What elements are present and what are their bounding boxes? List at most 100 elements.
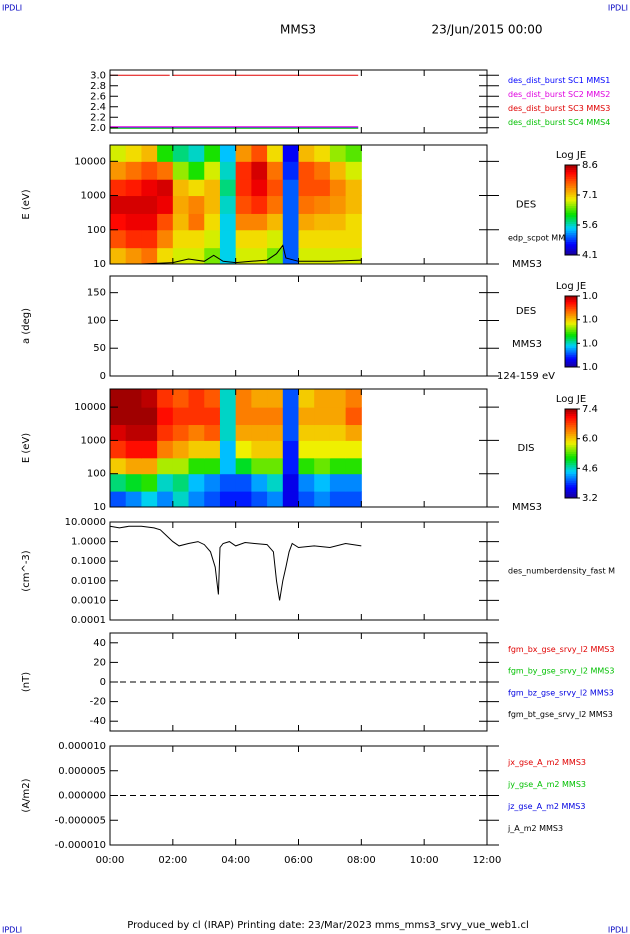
colorbar-strip xyxy=(565,491,577,495)
colorbar-strip xyxy=(565,335,577,338)
colorbar-strip xyxy=(565,230,577,233)
panel-frame xyxy=(109,521,488,621)
spectrogram-cell xyxy=(345,424,362,441)
legend-entry: des_dist_burst SC1 MMS1 xyxy=(508,76,610,85)
spectrogram-cell xyxy=(157,229,174,249)
spectrogram-cell xyxy=(157,247,174,264)
spectrogram-cell xyxy=(267,457,284,475)
y-tick-label: 10 xyxy=(93,502,106,513)
legend-entry: des_dist_burst SC4 MMS4 xyxy=(508,118,610,127)
colorbar-strip xyxy=(565,345,577,348)
colorbar-strip xyxy=(565,455,577,459)
x-tick-label: 08:00 xyxy=(347,855,376,866)
colorbar-strip xyxy=(565,311,577,315)
spectrogram-cell xyxy=(172,161,190,180)
spectrogram-cell xyxy=(125,440,142,459)
colorbar-strip xyxy=(565,464,577,468)
spectrogram-cell xyxy=(188,145,205,162)
colorbar-strip xyxy=(565,241,577,245)
spectrogram-cell xyxy=(110,145,127,162)
colorbar-tick-label: 5.6 xyxy=(582,220,598,231)
spectrogram-cell xyxy=(125,424,142,441)
colorbar-label: Log JE xyxy=(556,281,586,292)
spectrogram-cell xyxy=(298,195,315,214)
colorbar-strip xyxy=(565,322,577,325)
spectrogram-cell xyxy=(125,473,142,492)
spectrogram-cell xyxy=(219,145,237,162)
spectrogram-cell xyxy=(251,161,268,180)
spectrogram-cell xyxy=(267,407,284,426)
colorbar-strip xyxy=(565,324,577,327)
spectrogram-cell xyxy=(141,213,158,231)
y-tick-label: 2.0 xyxy=(90,123,106,134)
y-tick-label: 40 xyxy=(93,638,106,649)
spectrogram-cell xyxy=(298,440,315,459)
colorbar-strip xyxy=(565,176,577,179)
spectrogram-cell xyxy=(282,195,299,214)
y-tick-label: 2.8 xyxy=(90,81,106,92)
spectrogram-cell xyxy=(157,407,174,426)
spectrogram-cell xyxy=(157,424,174,441)
spectrogram-cell xyxy=(345,491,362,507)
y-tick-label: 0.1000 xyxy=(71,556,106,567)
spectrogram-cell xyxy=(314,161,331,180)
spectrogram-cell xyxy=(267,247,284,264)
spectrogram-cell xyxy=(125,161,142,180)
spectrogram-cell xyxy=(251,145,268,162)
spectrogram-cell xyxy=(188,229,205,249)
colorbar-strip xyxy=(565,429,577,432)
spectrogram-cell xyxy=(345,179,362,197)
spectrogram-cell xyxy=(235,407,252,426)
colorbar-label: Log JE xyxy=(556,150,586,161)
colorbar-tick-label: 4.1 xyxy=(582,250,598,261)
spectrogram-cell xyxy=(125,247,142,264)
spectrogram-cell xyxy=(157,161,174,180)
legend-entry: jz_gse_A_m2 MMS3 xyxy=(507,802,585,811)
spectrogram-cell xyxy=(188,389,205,408)
colorbar-strip xyxy=(565,486,577,490)
colorbar-strip xyxy=(565,475,577,479)
spectrogram-cell xyxy=(188,491,205,507)
spectrogram-cell xyxy=(188,407,205,426)
colorbar-frame xyxy=(564,408,578,499)
spectrogram-cell xyxy=(188,179,205,197)
spectrogram-cell xyxy=(251,195,268,214)
legend-entry: fgm_by_gse_srvy_l2 MMS3 xyxy=(508,667,614,676)
spectrogram-cell xyxy=(298,491,315,507)
spectrogram-cell xyxy=(110,440,127,459)
instrument-label: DES xyxy=(516,200,536,211)
spectrogram-cell xyxy=(219,389,237,408)
spectrogram-cell xyxy=(282,457,299,475)
spectrogram-cell xyxy=(141,457,158,475)
spectrogram-cell xyxy=(235,424,252,441)
colorbar-strip xyxy=(565,317,577,320)
spectrogram-cell xyxy=(141,389,158,408)
spectrogram-cell xyxy=(298,213,315,231)
spectrogram-cell xyxy=(345,213,362,231)
colorbar-strip xyxy=(565,489,577,492)
spectrogram-cell xyxy=(314,473,331,492)
y-axis-label: (cm^-3) xyxy=(21,550,32,591)
spectrogram-cell xyxy=(251,424,268,441)
colorbar-frame xyxy=(564,295,578,368)
spectrogram-cell xyxy=(110,213,127,231)
spectrogram-cell xyxy=(282,407,299,426)
spectrogram-cell xyxy=(345,229,362,249)
spectrogram-cell xyxy=(219,179,237,197)
spectrogram-cell xyxy=(141,247,158,264)
legend-entry: des_dist_burst SC2 MMS2 xyxy=(508,90,610,99)
spectrogram-cell xyxy=(157,440,174,459)
spectrogram-cell xyxy=(298,389,315,408)
spectrogram-cell xyxy=(219,491,237,507)
spectrogram-cell xyxy=(204,457,221,475)
spectrogram-cell xyxy=(298,457,315,475)
y-tick-label: -0.000010 xyxy=(55,840,106,851)
colorbar-strip xyxy=(565,352,577,356)
spectrogram-cell xyxy=(219,473,237,492)
spectrogram-cell xyxy=(188,440,205,459)
colorbar-strip xyxy=(565,234,577,238)
colorbar-strip xyxy=(565,444,577,448)
spectrogram-cell xyxy=(110,424,127,441)
spectrogram-cell xyxy=(329,247,347,264)
colorbar-strip xyxy=(565,223,577,227)
